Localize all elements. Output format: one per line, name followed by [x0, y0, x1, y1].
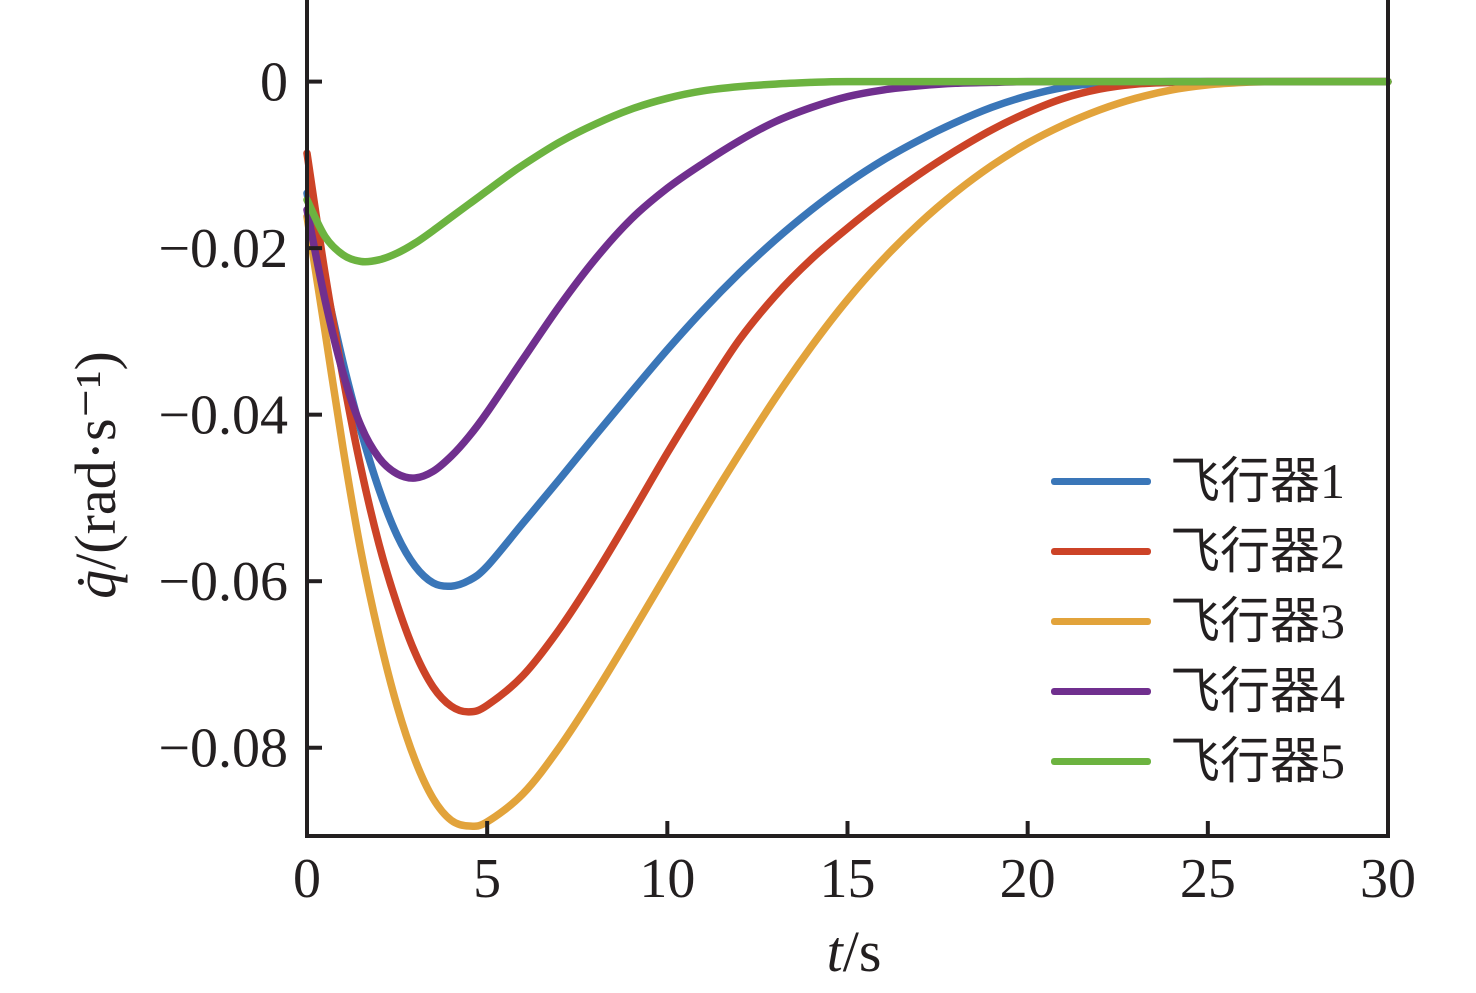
x-tick-label: 10 [639, 848, 695, 910]
legend-label-series-1: 飞行器1 [1170, 453, 1345, 509]
legend-line-swatch-series-1 [1051, 477, 1151, 485]
legend-line-swatch-series-5 [1051, 757, 1151, 765]
series-line-3 [303, 77, 1392, 831]
y-tick-label: −0.04 [158, 385, 288, 447]
x-axis-label-variable: t [826, 919, 843, 984]
series-line-5 [303, 77, 1392, 266]
y-tick-label: 0 [260, 52, 288, 114]
x-tick-label: 5 [473, 848, 501, 910]
legend: 飞行器1 飞行器2 飞行器3 飞行器4 飞行器5 [1051, 446, 1381, 796]
series-line-4 [303, 77, 1392, 482]
legend-label-series-5: 飞行器5 [1170, 733, 1345, 789]
legend-label-series-4: 飞行器4 [1170, 663, 1345, 719]
y-tick-label: −0.02 [158, 218, 288, 280]
x-tick-label: 25 [1180, 848, 1236, 910]
y-tick-label: −0.06 [158, 551, 288, 613]
legend-item-5: 飞行器5 [1051, 726, 1381, 796]
series-line-2 [303, 77, 1392, 716]
legend-line-swatch-series-3 [1051, 617, 1151, 625]
y-axis-label-variable: q̇ [63, 569, 128, 599]
x-tick-label: 30 [1360, 848, 1416, 910]
y-tick-label: −0.08 [158, 718, 288, 780]
y-axis-label-units: /(rad·s⁻¹) [63, 351, 128, 570]
x-tick-label: 20 [1000, 848, 1056, 910]
x-axis-label: t/s [827, 918, 882, 985]
x-tick-label: 0 [293, 848, 321, 910]
y-axis-label: q̇/(rad·s⁻¹) [61, 351, 129, 599]
legend-item-1: 飞行器1 [1051, 446, 1381, 516]
legend-item-4: 飞行器4 [1051, 656, 1381, 726]
x-tick-label: 15 [820, 848, 876, 910]
legend-item-2: 飞行器2 [1051, 516, 1381, 586]
legend-label-series-3: 飞行器3 [1170, 593, 1345, 649]
legend-line-swatch-series-2 [1051, 547, 1151, 555]
legend-item-3: 飞行器3 [1051, 586, 1381, 656]
legend-line-swatch-series-4 [1051, 687, 1151, 695]
x-axis-label-units: /s [842, 919, 882, 984]
legend-label-series-2: 飞行器2 [1170, 523, 1345, 579]
